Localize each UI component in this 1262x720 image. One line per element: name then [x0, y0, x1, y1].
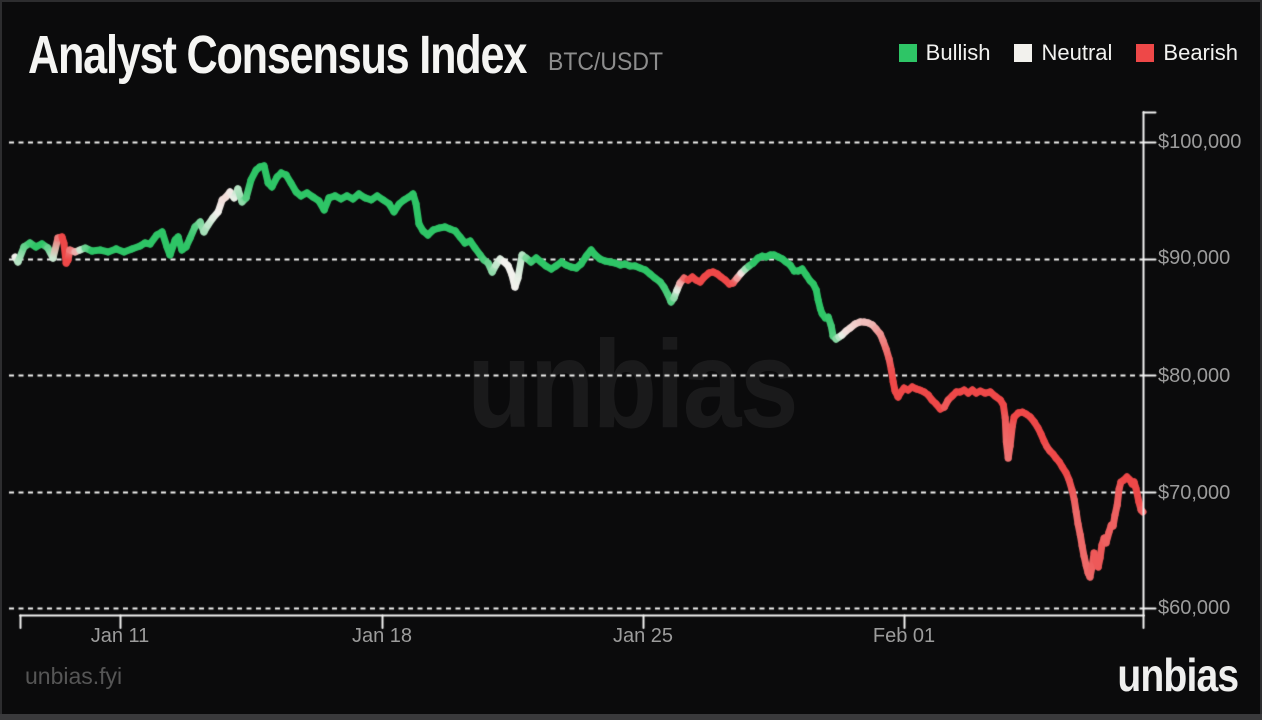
- y-axis-label-100000: $100,000: [1158, 131, 1242, 153]
- bullish-swatch-icon: [898, 44, 917, 62]
- x-axis-label-jan-18: Jan 18: [351, 625, 413, 647]
- legend-label-neutral: Neutral: [1041, 40, 1113, 65]
- page-title: Analyst Consensus Index: [28, 25, 527, 85]
- x-axis-label-jan-25: Jan 25: [612, 625, 674, 647]
- window-edge-left: [0, 0, 2, 714]
- y-axis-label-90000: $90,000: [1158, 247, 1231, 269]
- legend-label-bullish: Bullish: [925, 40, 991, 65]
- x-axis-label-jan-11: Jan 11: [90, 625, 150, 647]
- window-edge-bottom: [0, 714, 1262, 720]
- legend-item-bullish: Bullish: [898, 40, 991, 66]
- window-edge-top: [0, 0, 1262, 2]
- brand-logo: unbias: [1117, 649, 1239, 701]
- y-axis-label-80000: $80,000: [1158, 365, 1231, 387]
- legend-label-bearish: Bearish: [1163, 40, 1238, 65]
- y-axis-label-70000: $70,000: [1158, 482, 1231, 504]
- legend-item-neutral: Neutral: [1014, 40, 1112, 66]
- x-axis-label-feb-01: Feb 01: [872, 625, 936, 647]
- window-edge-right: [1260, 0, 1262, 714]
- legend-item-bearish: Bearish: [1136, 40, 1238, 66]
- y-axis-label-60000: $60,000: [1158, 597, 1231, 619]
- pair-label: BTC/USDT: [548, 48, 663, 76]
- site-url: unbias.fyi: [25, 663, 123, 689]
- legend: Bullish Neutral Bearish: [898, 40, 1238, 66]
- neutral-swatch-icon: [1014, 44, 1033, 62]
- bearish-swatch-icon: [1136, 44, 1155, 62]
